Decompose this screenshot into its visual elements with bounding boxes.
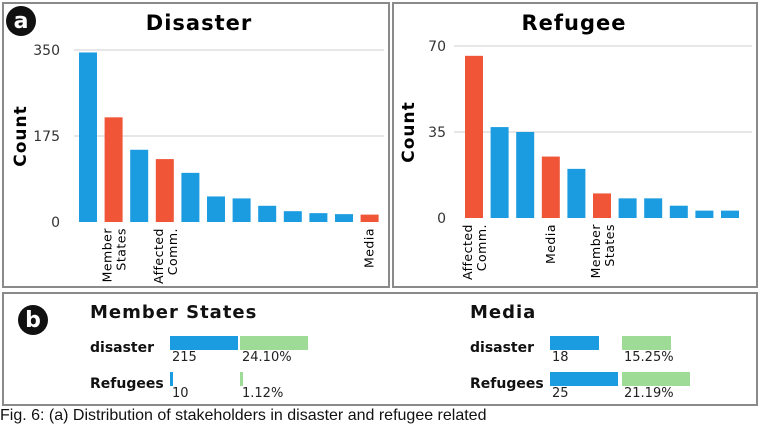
bar xyxy=(79,52,97,223)
percent-bar xyxy=(622,372,690,386)
bar xyxy=(181,172,200,222)
disaster-chart: Disaster Count 0 175 350 MemberStates Affected… xyxy=(11,11,384,284)
x-tick-label-line: Comm. xyxy=(474,224,489,271)
percent-bar xyxy=(240,372,244,386)
percent-value: 24.10% xyxy=(242,350,292,365)
bar xyxy=(207,196,225,222)
bar xyxy=(309,213,328,222)
bar xyxy=(721,210,739,218)
y-axis-label: Count xyxy=(399,101,419,163)
bar xyxy=(360,214,379,222)
x-tick-label-line: Member xyxy=(100,228,115,283)
count-value: 25 xyxy=(552,386,569,401)
x-tick-label-line: States xyxy=(602,224,617,267)
breakdown-panel: Member States disaster 215 24.10% Refugees 10… xyxy=(2,292,758,406)
percent-value: 1.12% xyxy=(242,386,284,401)
refugee-chart: Refugee Count 0 35 70 AffectedComm. Media Membe… xyxy=(399,11,752,280)
bar xyxy=(593,193,611,218)
percent-value: 21.19% xyxy=(624,386,674,401)
breakdown-group-title: Member States xyxy=(90,302,258,323)
x-tick-label: AffectedComm. xyxy=(460,224,489,280)
count-bar xyxy=(550,372,618,386)
percent-value: 15.25% xyxy=(624,350,674,365)
bar xyxy=(516,132,535,218)
x-tick-label: AffectedComm. xyxy=(151,228,180,284)
x-tick-label: Media xyxy=(362,228,377,268)
count-value: 215 xyxy=(172,350,197,365)
panel-b-badge: b xyxy=(18,305,48,335)
percent-bar xyxy=(240,336,308,350)
breakdown-row-label: Refugees xyxy=(470,376,544,392)
x-tick-label-line: Comm. xyxy=(165,228,180,275)
bar xyxy=(465,55,483,219)
bar xyxy=(567,168,586,218)
refugee-chart-panel: Refugee Count 0 35 70 AffectedComm. Media Membe… xyxy=(392,2,758,288)
bar xyxy=(618,198,637,218)
percent-bar xyxy=(622,336,671,350)
breakdown-row-label: Refugees xyxy=(90,376,164,392)
chart-title: Refugee xyxy=(521,11,626,35)
y-tick-label: 70 xyxy=(428,39,446,55)
count-bar xyxy=(550,336,599,350)
figure-caption: Fig. 6: (a) Distribution of stakeholders… xyxy=(0,407,487,424)
count-bar xyxy=(170,336,238,350)
bar xyxy=(155,159,174,222)
y-tick-label: 350 xyxy=(33,43,60,59)
panel-a-badge: a xyxy=(6,6,36,36)
x-tick-label-text: MemberStates xyxy=(588,224,617,279)
bar xyxy=(335,214,353,222)
bar xyxy=(541,156,560,218)
x-tick-label-text: MemberStates xyxy=(100,228,129,283)
y-tick-label: 0 xyxy=(51,215,60,231)
y-tick-label: 175 xyxy=(33,129,60,145)
bar xyxy=(130,149,149,222)
count-value: 18 xyxy=(552,350,569,365)
chart-title: Disaster xyxy=(146,11,252,35)
x-tick-label-line: Member xyxy=(588,224,603,279)
bar xyxy=(695,210,714,218)
breakdown-group-title: Media xyxy=(470,302,537,323)
y-tick-label: 0 xyxy=(437,211,446,227)
breakdown-row-label: disaster xyxy=(90,340,155,356)
breakdown-row-label: disaster xyxy=(470,340,535,356)
bar xyxy=(283,211,302,222)
count-bar xyxy=(170,372,174,386)
x-tick-label-text: Media xyxy=(362,228,377,268)
bar xyxy=(644,198,663,218)
x-tick-label-line: Affected xyxy=(460,224,475,280)
bar xyxy=(258,205,277,222)
bar xyxy=(490,127,509,218)
bar xyxy=(232,198,251,222)
x-tick-label: MemberStates xyxy=(588,224,617,279)
x-tick-label-line: Affected xyxy=(151,228,166,284)
bar xyxy=(104,117,123,222)
x-tick-label-text: Media xyxy=(543,224,558,264)
x-tick-label-text: AffectedComm. xyxy=(460,224,489,280)
x-tick-label-line: States xyxy=(114,228,129,271)
y-tick-label: 35 xyxy=(428,125,446,141)
y-axis-label: Count xyxy=(11,105,31,167)
count-value: 10 xyxy=(172,386,189,401)
bar xyxy=(669,205,688,218)
x-tick-label: Media xyxy=(543,224,558,264)
x-tick-label-text: AffectedComm. xyxy=(151,228,180,284)
x-tick-label: MemberStates xyxy=(100,228,129,283)
disaster-chart-panel: Disaster Count 0 175 350 MemberStates Affected… xyxy=(2,2,390,288)
